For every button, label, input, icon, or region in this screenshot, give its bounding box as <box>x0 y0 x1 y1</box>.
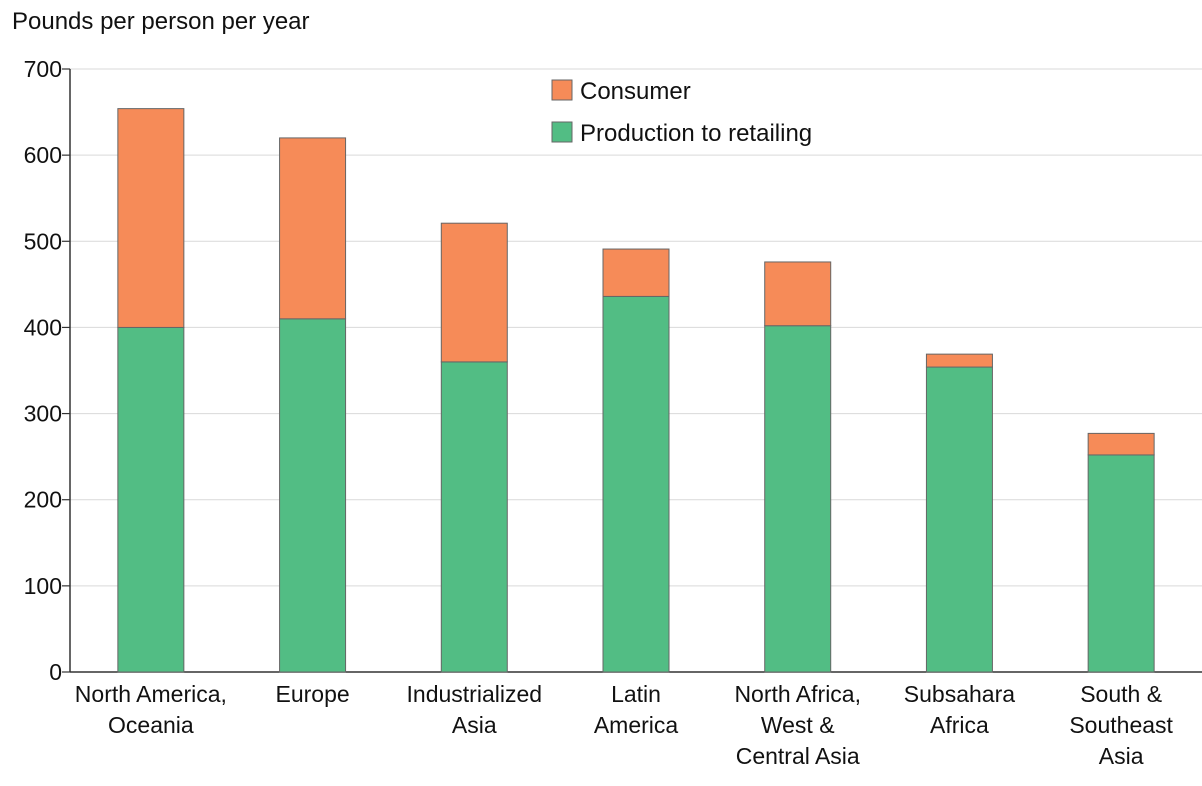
x-tick-label: Africa <box>930 712 989 738</box>
x-tick-label: Europe <box>275 681 349 707</box>
legend-swatch <box>551 79 573 101</box>
y-axis-label: Pounds per person per year <box>12 8 310 35</box>
x-tick-label: West & <box>761 712 835 738</box>
y-tick-label: 200 <box>24 487 62 513</box>
x-tick-label: America <box>594 712 679 738</box>
y-tick-label: 700 <box>24 56 62 82</box>
bar-consumer <box>117 108 185 328</box>
bar-production-to-retailing <box>279 318 347 673</box>
x-tick-label: North America, <box>75 681 227 707</box>
bar-production-to-retailing <box>1087 454 1155 673</box>
bar-consumer <box>440 222 508 363</box>
legend-label: Consumer <box>580 78 691 105</box>
x-tick-label: North Africa, <box>734 681 861 707</box>
bar-production-to-retailing <box>925 366 993 673</box>
bar-production-to-retailing <box>440 361 508 673</box>
y-tick-label: 400 <box>24 314 62 340</box>
x-tick-label: Asia <box>1099 743 1144 769</box>
bar-consumer <box>602 248 670 297</box>
y-tick-label: 500 <box>24 228 62 254</box>
bar-production-to-retailing <box>602 295 670 673</box>
x-tick-label: Subsahara <box>904 681 1015 707</box>
x-tick-label: Asia <box>452 712 497 738</box>
legend-swatch <box>551 121 573 143</box>
x-tick-label: Southeast <box>1069 712 1173 738</box>
y-tick-label: 0 <box>49 659 62 685</box>
bar-consumer <box>1087 432 1155 456</box>
x-tick-label: Industrialized <box>407 681 543 707</box>
x-tick-label: Central Asia <box>736 743 860 769</box>
x-tick-label: Latin <box>611 681 661 707</box>
bar-production-to-retailing <box>764 325 832 673</box>
bar-production-to-retailing <box>117 326 185 673</box>
bar-consumer <box>279 137 347 320</box>
y-tick-label: 300 <box>24 401 62 427</box>
x-tick-label: Oceania <box>108 712 194 738</box>
y-tick-label: 600 <box>24 142 62 168</box>
bar-consumer <box>764 261 832 327</box>
legend-label: Production to retailing <box>580 120 812 147</box>
x-tick-label: South & <box>1080 681 1162 707</box>
y-tick-label: 100 <box>24 573 62 599</box>
bar-consumer <box>925 353 993 368</box>
